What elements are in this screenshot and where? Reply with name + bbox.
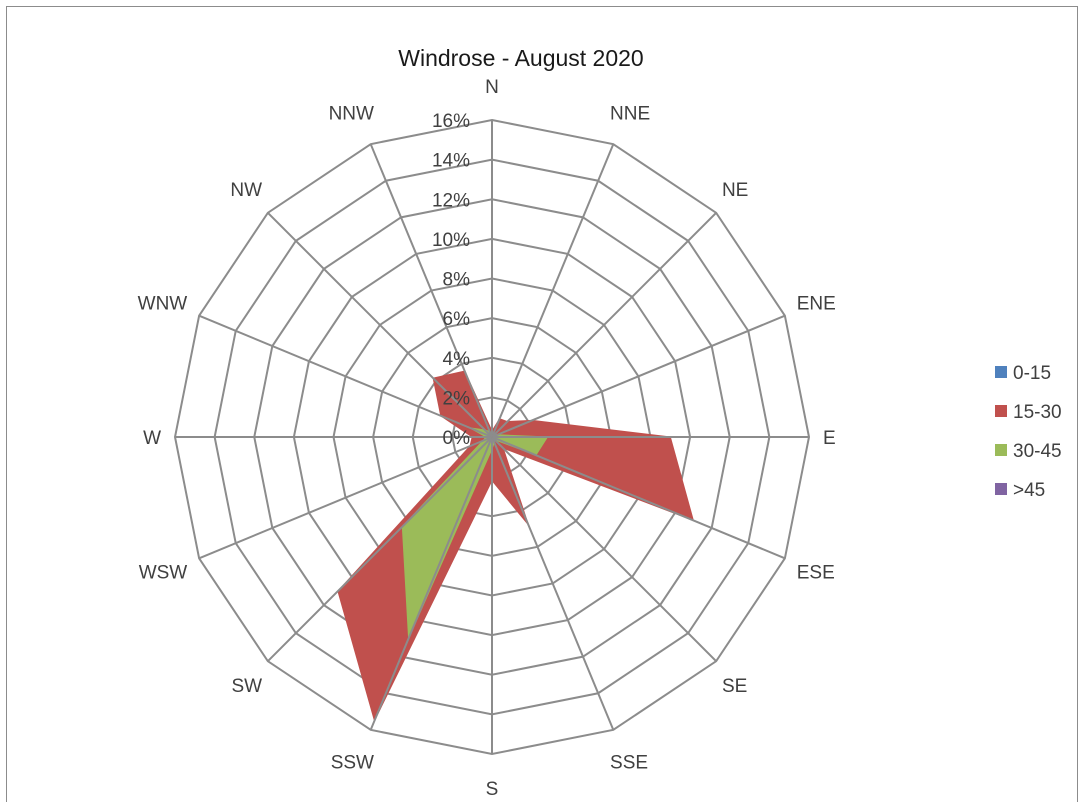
direction-label-SE: SE: [722, 676, 747, 697]
spoke-WSW: [198, 436, 493, 560]
legend-swatch-0-15: [995, 366, 1007, 378]
tick-label-6: 6%: [443, 309, 471, 330]
spoke-SSW: [369, 436, 493, 731]
legend-label->45: >45: [1013, 480, 1045, 501]
chart-frame: [6, 6, 1078, 802]
direction-label-SW: SW: [231, 676, 262, 697]
direction-label-WNW: WNW: [138, 294, 188, 315]
direction-labels: N NNE NE ENE E ESE SE SSE S SSW SW WSW W WNW NW NNW: [138, 77, 836, 800]
tick-label-14: 14%: [432, 151, 470, 172]
direction-label-NNE: NNE: [610, 104, 650, 125]
tick-label-4: 4%: [443, 349, 471, 370]
tick-label-10: 10%: [432, 230, 470, 251]
spoke-NE: [491, 212, 717, 438]
tick-label-12: 12%: [432, 190, 470, 211]
legend-label-15-30: 15-30: [1013, 402, 1062, 423]
legend-swatch-30-45: [995, 444, 1007, 456]
direction-label-W: W: [143, 428, 161, 449]
legend-swatch->45: [995, 483, 1007, 495]
tick-label-0: 0%: [443, 428, 471, 449]
spoke-SW: [267, 436, 493, 662]
direction-label-SSW: SSW: [331, 752, 374, 773]
legend-swatch-15-30: [995, 405, 1007, 417]
spoke-WNW: [198, 314, 493, 438]
direction-label-NNW: NNW: [329, 104, 374, 125]
spoke-NNW: [369, 143, 493, 438]
series-area-15-30: [337, 370, 695, 723]
direction-label-ESE: ESE: [797, 562, 835, 583]
direction-label-NW: NW: [230, 180, 262, 201]
direction-label-ENE: ENE: [797, 294, 836, 315]
series-areas: [337, 370, 695, 723]
tick-label-8: 8%: [443, 270, 471, 291]
spoke-ENE: [491, 314, 786, 438]
direction-label-NE: NE: [722, 180, 748, 201]
direction-label-E: E: [823, 428, 836, 449]
spoke-SE: [491, 436, 717, 662]
direction-spokes: [175, 120, 809, 754]
legend-label-0-15: 0-15: [1013, 363, 1051, 384]
tick-label-16: 16%: [432, 111, 470, 132]
spoke-NW: [267, 212, 493, 438]
direction-label-N: N: [485, 77, 499, 98]
spoke-NNE: [491, 143, 615, 438]
direction-label-S: S: [486, 779, 499, 800]
tick-label-2: 2%: [443, 388, 471, 409]
spoke-SSE: [491, 436, 615, 731]
radial-tick-labels: 0% 2% 4% 6% 8% 10% 12% 14% 16%: [432, 111, 470, 449]
spoke-ESE: [491, 436, 786, 560]
chart-title: Windrose - August 2020: [398, 45, 643, 71]
legend-label-30-45: 30-45: [1013, 441, 1062, 462]
legend: 0-15 15-30 30-45 >45: [995, 363, 1062, 501]
direction-label-WSW: WSW: [139, 562, 188, 583]
direction-label-SSE: SSE: [610, 752, 648, 773]
